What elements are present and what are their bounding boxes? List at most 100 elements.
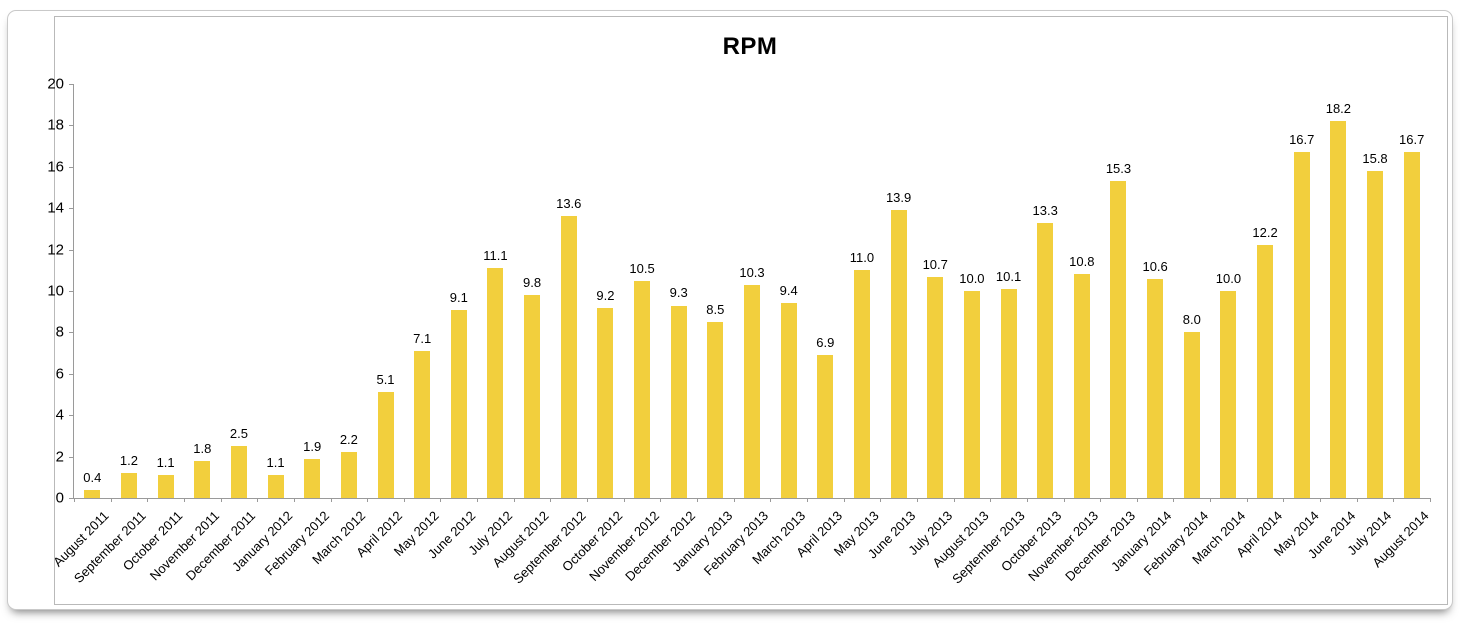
bar	[1403, 152, 1420, 498]
x-axis-tick	[1283, 498, 1285, 502]
bar-value-label: 10.3	[739, 264, 765, 280]
x-axis-tick	[220, 498, 222, 502]
bar-value-label: 10.5	[629, 260, 655, 276]
y-axis-tick-label: 14	[47, 199, 64, 217]
x-axis-tick	[843, 498, 845, 502]
bar-value-label: 15.8	[1362, 150, 1388, 166]
bar	[634, 280, 651, 498]
bar-value-label: 10.1	[995, 268, 1022, 284]
y-axis-tick-label: 6	[55, 365, 64, 383]
y-axis-tick-label: 8	[55, 323, 64, 341]
bar	[1293, 152, 1310, 498]
bar-value-label: 1.1	[156, 455, 175, 471]
y-axis-tick-label: 4	[55, 406, 64, 424]
x-axis-tick	[147, 498, 149, 502]
y-axis-tick-label: 20	[47, 75, 64, 93]
x-axis-tick	[367, 498, 369, 502]
x-axis-tick	[1173, 498, 1175, 502]
bar-value-label: 5.1	[376, 372, 395, 388]
bar	[230, 446, 247, 498]
chart-card: RPM 0 2 4 6 8 10 12 14 16 18 20 0.4 August 2011 1.2 Se…	[7, 10, 1453, 610]
bar	[157, 475, 174, 498]
bar	[304, 458, 321, 498]
x-axis-tick	[1026, 498, 1028, 502]
y-axis-tick	[69, 249, 73, 251]
y-axis-tick-label: 0	[55, 489, 64, 507]
x-axis-tick	[477, 498, 479, 502]
bar-value-label: 10.0	[959, 271, 985, 286]
x-axis-tick	[1100, 498, 1102, 502]
bar-value-label: 18.2	[1325, 101, 1352, 117]
bar-value-label: 13.9	[885, 190, 912, 206]
bar	[817, 355, 834, 498]
bar	[1330, 121, 1347, 498]
bar	[1147, 278, 1164, 498]
x-axis-tick	[1246, 498, 1248, 502]
y-axis-tick	[69, 498, 73, 499]
bar-value-label: 1.9	[303, 438, 322, 454]
y-axis-tick-label: 2	[55, 448, 64, 466]
bar-value-label: 8.5	[706, 302, 725, 318]
x-axis-tick	[880, 498, 882, 502]
bar-value-label: 0.4	[83, 469, 102, 485]
bar-value-label: 11.0	[849, 250, 875, 266]
x-axis-tick	[1210, 498, 1212, 502]
x-axis-tick	[1063, 498, 1065, 502]
x-axis-tick	[587, 498, 589, 502]
bar	[853, 270, 870, 498]
y-axis-tick	[69, 84, 73, 85]
x-axis-tick	[110, 498, 112, 502]
bar-value-label: 13.3	[1032, 202, 1058, 218]
x-axis-tick	[513, 498, 515, 502]
x-axis-tick	[806, 498, 808, 502]
bar-value-label: 9.3	[669, 285, 688, 301]
bar	[707, 322, 724, 498]
x-axis-tick	[293, 498, 295, 502]
y-axis-tick	[69, 166, 73, 168]
x-axis-tick	[1430, 498, 1431, 502]
x-axis-tick	[1393, 498, 1395, 502]
x-axis-tick	[440, 498, 442, 502]
bar-value-label: 10.7	[922, 256, 948, 272]
bar-value-label: 7.1	[413, 331, 432, 347]
y-axis-tick-label: 16	[47, 158, 64, 176]
bar	[1257, 245, 1274, 498]
bar	[597, 307, 614, 498]
bar	[1367, 170, 1384, 498]
bar-value-label: 12.2	[1252, 225, 1278, 241]
bar	[744, 284, 760, 498]
bar-value-label: 10.6	[1142, 258, 1168, 274]
bar-value-label: 1.8	[193, 440, 212, 456]
bar-value-label: 15.3	[1105, 161, 1132, 177]
bar	[890, 210, 907, 498]
bar	[927, 276, 944, 498]
bar	[1073, 274, 1090, 498]
bar-chart-plot-area: 0 2 4 6 8 10 12 14 16 18 20 0.4 August 2011 1.2 Septem…	[47, 76, 1431, 587]
x-axis-tick	[550, 498, 552, 502]
y-axis-tick	[69, 208, 73, 210]
bar	[414, 351, 431, 498]
x-axis-tick	[257, 498, 259, 502]
bar-value-label: 16.7	[1289, 132, 1315, 148]
y-axis-tick-label: 12	[47, 241, 64, 259]
y-axis-tick	[69, 415, 73, 417]
bar-value-label: 10.8	[1069, 254, 1095, 270]
bar-value-label: 13.6	[556, 196, 582, 212]
bar	[194, 460, 211, 498]
bar	[1220, 291, 1237, 498]
y-axis-tick-label: 10	[47, 282, 64, 300]
bar	[1183, 332, 1200, 498]
chart-title: RPM	[722, 33, 778, 60]
y-axis-tick	[69, 125, 73, 127]
bar-value-label: 2.2	[339, 432, 358, 448]
bar	[487, 268, 504, 498]
bar-value-label: 11.1	[483, 248, 508, 264]
x-axis-tick	[330, 498, 332, 502]
bar-value-label: 1.2	[119, 453, 139, 469]
x-axis-tick	[74, 498, 75, 502]
bar	[524, 295, 541, 498]
bar	[780, 303, 797, 498]
x-axis-tick	[403, 498, 405, 502]
y-axis-tick	[69, 373, 73, 375]
y-axis-tick	[69, 456, 73, 458]
